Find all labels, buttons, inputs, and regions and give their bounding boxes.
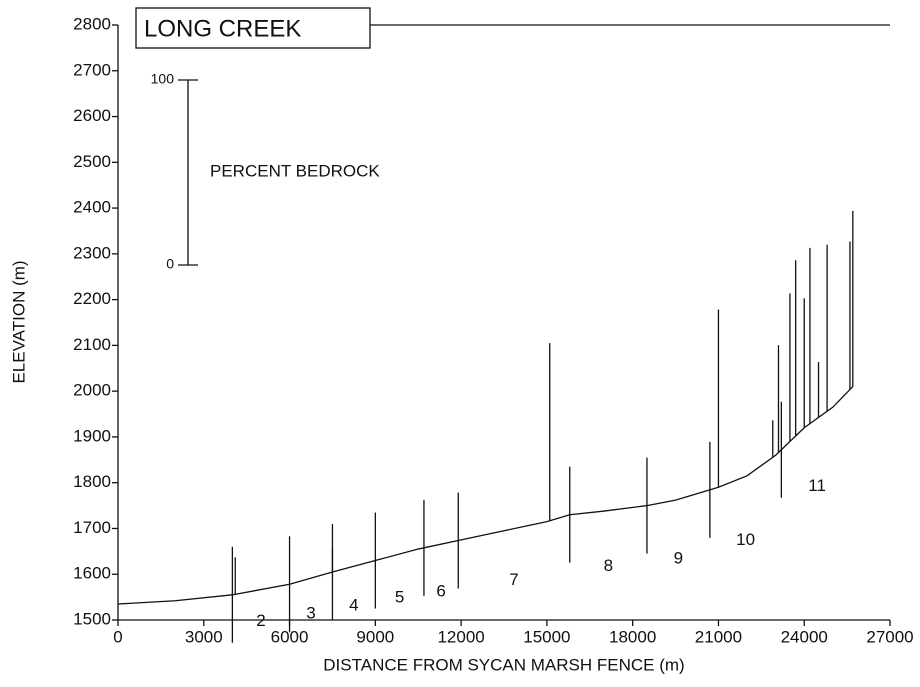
y-tick-label: 2400 [73, 198, 111, 217]
bedrock-label: PERCENT BEDROCK [210, 161, 380, 180]
reach-label: 7 [509, 570, 518, 589]
x-tick-label: 15000 [523, 627, 570, 646]
y-tick-label: 2600 [73, 106, 111, 125]
reach-label: 8 [604, 556, 613, 575]
y-axis-label: ELEVATION (m) [9, 260, 28, 383]
y-tick-label: 2500 [73, 152, 111, 171]
x-axis-label: DISTANCE FROM SYCAN MARSH FENCE (m) [323, 655, 684, 674]
reach-label: 4 [349, 596, 358, 615]
reach-label: 5 [395, 588, 404, 607]
x-tick-label: 18000 [609, 627, 656, 646]
y-tick-label: 2800 [73, 14, 111, 33]
x-tick-label: 6000 [271, 627, 309, 646]
title-box [135, 7, 371, 49]
x-tick-label: 21000 [695, 627, 742, 646]
x-tick-label: 12000 [437, 627, 484, 646]
y-tick-label: 2700 [73, 60, 111, 79]
reach-label: 10 [736, 530, 755, 549]
reach-label: 11 [808, 476, 826, 495]
y-tick-label: 1700 [73, 518, 111, 537]
reach-label: 3 [306, 604, 315, 623]
y-tick-label: 2100 [73, 335, 111, 354]
y-tick-label: 1800 [73, 472, 111, 491]
y-tick-label: 1500 [73, 609, 111, 628]
reach-label: 6 [436, 582, 445, 601]
bedrock-scale-label: 100 [151, 71, 175, 87]
y-tick-label: 1900 [73, 426, 111, 445]
x-tick-label: 3000 [185, 627, 223, 646]
chart-title: LONG CREEK [144, 15, 301, 42]
y-tick-label: 2200 [73, 289, 111, 308]
bedrock-scale-label: 0 [166, 256, 174, 272]
y-tick-label: 2300 [73, 243, 111, 262]
elevation-profile [117, 386, 854, 605]
reach-label: 2 [256, 611, 265, 630]
reach-label: 9 [674, 549, 683, 568]
y-tick-label: 1600 [73, 564, 111, 583]
x-tick-label: 9000 [356, 627, 394, 646]
x-tick-label: 24000 [781, 627, 828, 646]
x-tick-label: 27000 [866, 627, 913, 646]
x-tick-label: 0 [113, 627, 122, 646]
y-tick-label: 2000 [73, 381, 111, 400]
